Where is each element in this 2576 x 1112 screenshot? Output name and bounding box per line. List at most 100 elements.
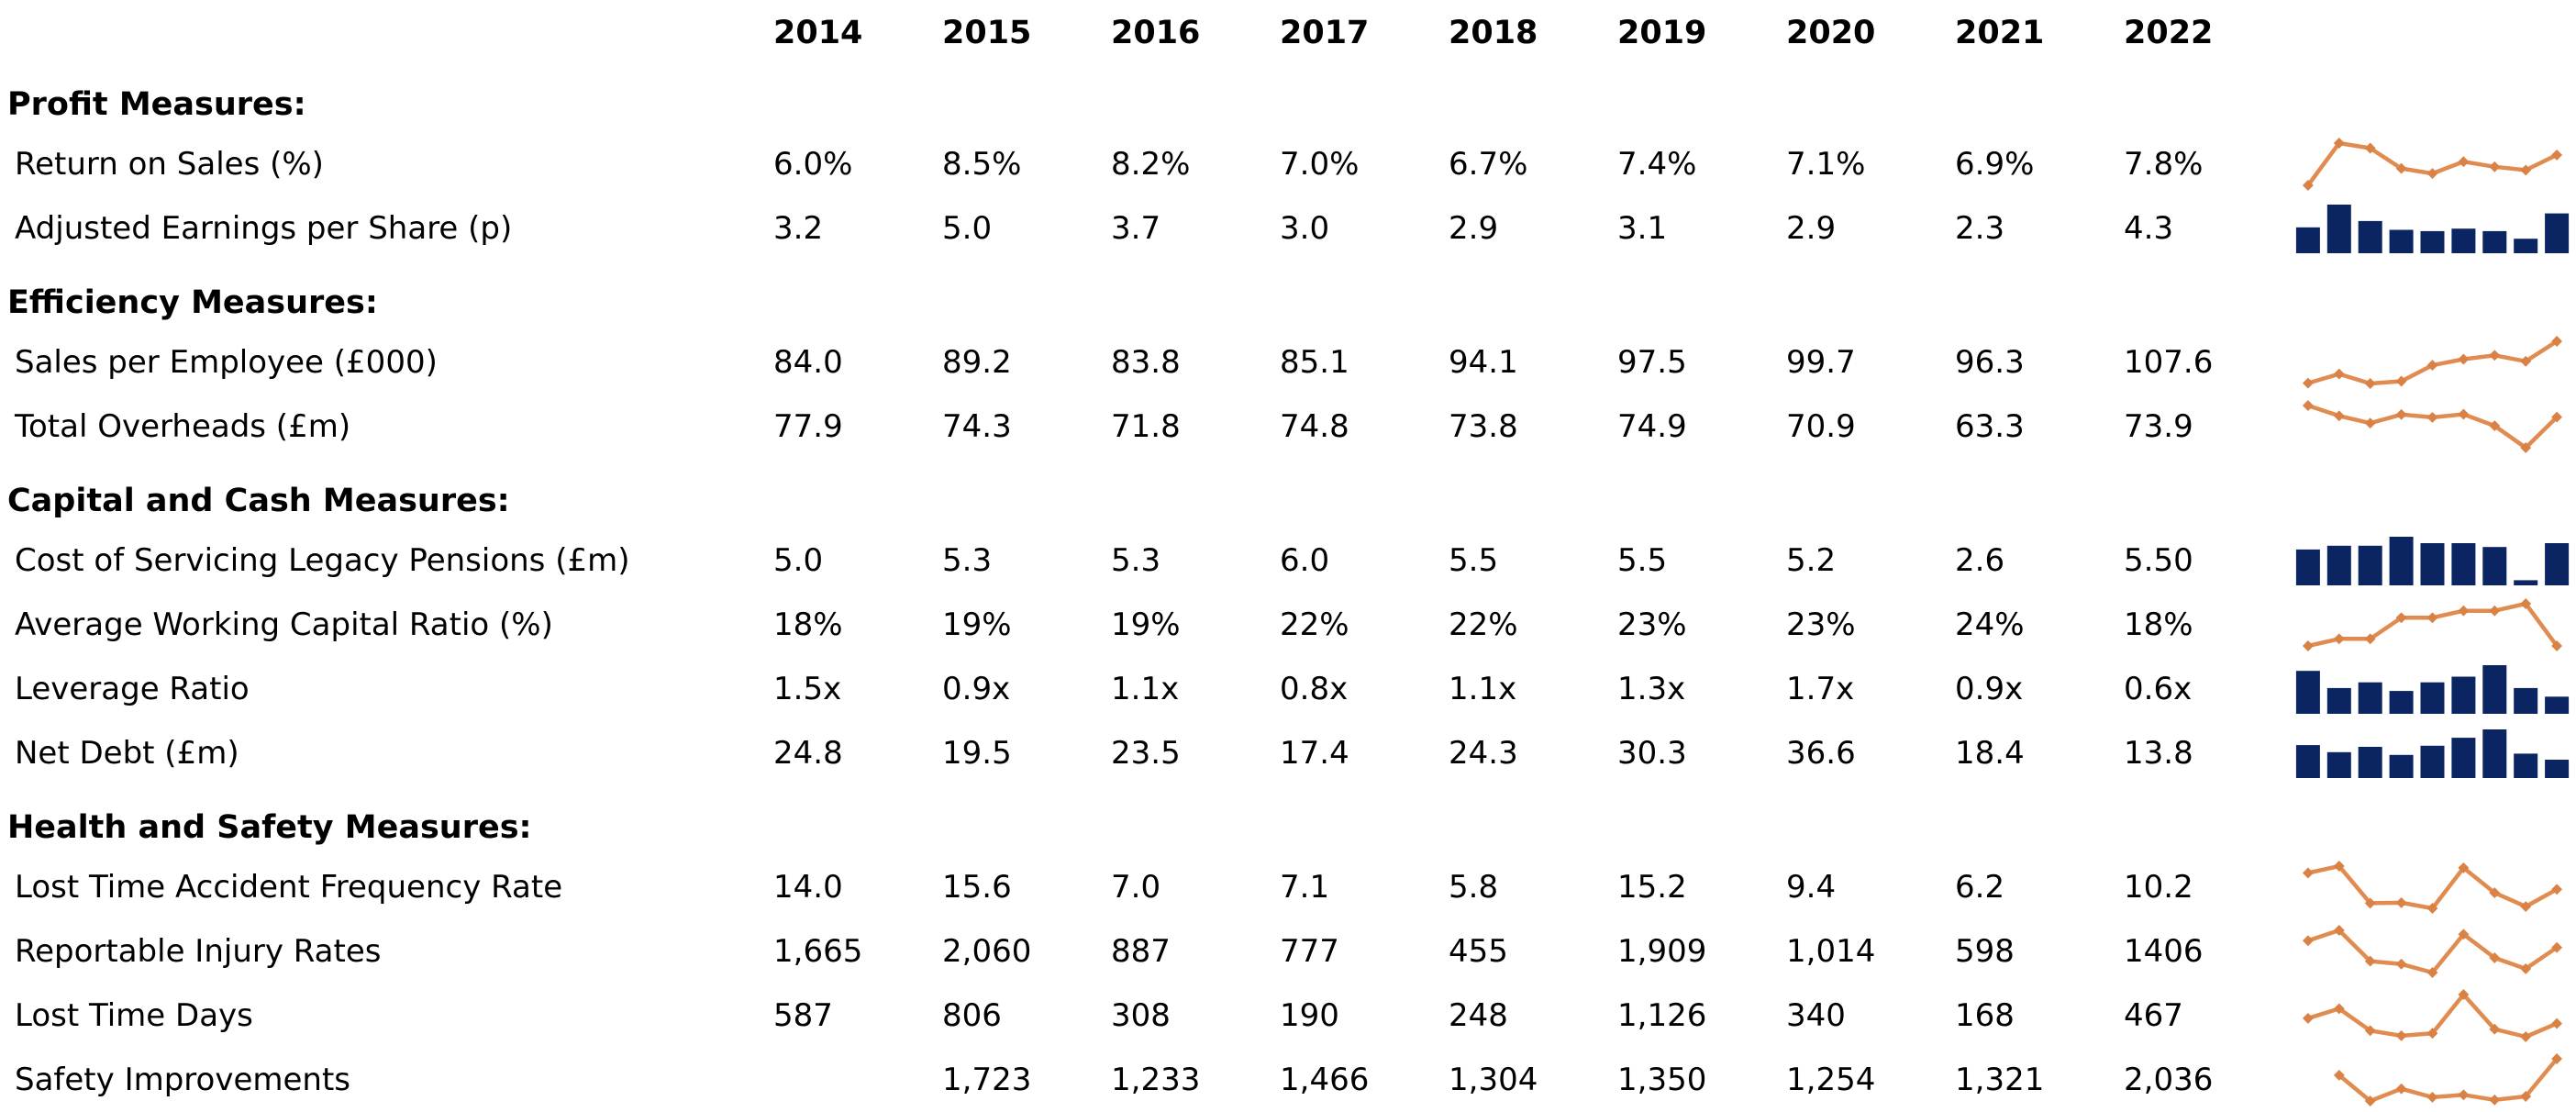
- metric-value: 18%: [2124, 606, 2193, 643]
- sparkline-bar-chart: [2295, 205, 2570, 253]
- sparkline-bar-segment: [2389, 691, 2414, 714]
- sparkline-bar-segment: [2295, 227, 2320, 253]
- sparkline-series: [2337, 1056, 2559, 1104]
- sparkline-bar-segment: [2326, 205, 2351, 253]
- sparkline-bar-segment: [2545, 213, 2570, 253]
- metric-value: 7.1: [1280, 869, 1330, 906]
- sparkline-point-marker: [2395, 1083, 2407, 1095]
- sparkline-bar-segment: [2389, 537, 2414, 585]
- metric-value: 7.0%: [1280, 146, 1360, 183]
- sparkline-bar-segment: [2514, 239, 2538, 253]
- sparkline-bar-segment: [2295, 745, 2320, 778]
- sparkline-series: [2305, 140, 2559, 188]
- sparkline-point-marker: [2302, 1012, 2314, 1024]
- section-header-row: Health and Safety Measures:: [0, 785, 2576, 855]
- metric-value: 777: [1280, 933, 1339, 970]
- metric-value: 6.2: [1955, 869, 2005, 906]
- metric-value: 455: [1449, 933, 1508, 970]
- metric-value: 99.7: [1786, 344, 1856, 381]
- metric-row: Net Debt (£m) 24.8 19.5 23.5 17.4 24.3 30.3 36.…: [0, 721, 2576, 785]
- metric-value: 2,060: [942, 933, 1032, 970]
- year-header: 2019: [1617, 15, 1707, 51]
- sparkline-bar-chart: [2295, 537, 2570, 585]
- sparkline-bar-segment: [2545, 760, 2570, 778]
- metric-value: 73.8: [1449, 408, 1518, 445]
- sparkline-point-marker: [2333, 368, 2345, 380]
- metric-value: 7.1%: [1786, 146, 1866, 183]
- metric-value: 17.4: [1280, 735, 1349, 772]
- sparkline-bar-segment: [2514, 687, 2538, 714]
- sparkline-cell: [2293, 397, 2576, 456]
- sparkline-bar-segment: [2420, 682, 2445, 714]
- year-header: 2022: [2124, 15, 2214, 51]
- metric-label: Sales per Employee (£000): [15, 344, 438, 381]
- metric-row: Lost Time Days 587 806 308 190 248 1,126 340 168…: [0, 984, 2576, 1048]
- sparkline-bar-segment: [2326, 687, 2351, 714]
- sparkline-point-marker: [2426, 411, 2438, 423]
- metric-value: 1.3x: [1617, 671, 1686, 707]
- sparkline-bar-segment: [2514, 580, 2538, 585]
- metric-value: 2,036: [2124, 1062, 2214, 1098]
- sparkline-point-marker: [2302, 867, 2314, 879]
- sparkline-cell: [2293, 333, 2576, 392]
- metric-value: 6.0: [1280, 542, 1330, 579]
- sparkline-series: [2305, 928, 2559, 975]
- sparkline-point-marker: [2395, 896, 2407, 908]
- sparkline-cell: [2293, 135, 2576, 194]
- metric-label: Cost of Servicing Legacy Pensions (£m): [15, 542, 630, 579]
- metric-value: 18.4: [1955, 735, 2025, 772]
- sparkline-bar-segment: [2482, 729, 2507, 778]
- metric-label: Average Working Capital Ratio (%): [15, 606, 553, 643]
- section-header-row: Profit Measures:: [0, 62, 2576, 132]
- sparkline-point-marker: [2395, 408, 2407, 420]
- sparkline-point-marker: [2426, 1091, 2438, 1103]
- metric-value: 5.3: [1111, 542, 1161, 579]
- metric-value: 1,233: [1111, 1062, 1201, 1098]
- sparkline-series: [2305, 863, 2559, 911]
- metric-value: 598: [1955, 933, 2015, 970]
- metric-value: 0.8x: [1280, 671, 1349, 707]
- sparkline-point-marker: [2302, 640, 2314, 651]
- metric-value: 5.0: [773, 542, 824, 579]
- sparkline-series: [2305, 403, 2559, 450]
- metric-label: Return on Sales (%): [15, 146, 324, 183]
- sparkline-bar-segment: [2514, 753, 2538, 778]
- metric-value: 1,321: [1955, 1062, 2045, 1098]
- metric-value: 5.50: [2124, 542, 2193, 579]
- metric-value: 24%: [1955, 606, 2025, 643]
- sparkline-line-chart: [2333, 1053, 2563, 1106]
- metric-value: 308: [1111, 997, 1171, 1034]
- sparkline-cell: [2293, 595, 2576, 654]
- section-title: Efficiency Measures:: [7, 284, 378, 321]
- metric-value: 19%: [1111, 606, 1181, 643]
- sparkline-bar-chart: [2295, 729, 2570, 778]
- metric-value: 63.3: [1955, 408, 2025, 445]
- sparkline-bar-segment: [2389, 754, 2414, 778]
- metric-row: Lost Time Accident Frequency Rate 14.0 15.…: [0, 855, 2576, 919]
- sparkline-bar-segment: [2451, 228, 2476, 253]
- metric-value: 71.8: [1111, 408, 1181, 445]
- metric-value: 2.6: [1955, 542, 2005, 579]
- sparkline-point-marker: [2458, 156, 2470, 168]
- metric-value: 5.0: [942, 210, 993, 247]
- sparkline-line-chart: [2302, 138, 2563, 191]
- year-header: 2020: [1786, 15, 1876, 51]
- sparkline-point-marker: [2489, 1094, 2501, 1106]
- metric-value: 3.0: [1280, 210, 1330, 247]
- metric-value: 97.5: [1617, 344, 1687, 381]
- sparkline-line-chart: [2302, 400, 2563, 453]
- metric-value: 1,909: [1617, 933, 1707, 970]
- metric-value: 0.9x: [1955, 671, 2024, 707]
- metric-value: 1.1x: [1111, 671, 1180, 707]
- sparkline-bar-segment: [2451, 543, 2476, 585]
- metric-row: Leverage Ratio 1.5x 0.9x 1.1x 0.8x 1.1x 1.3x 1.…: [0, 657, 2576, 721]
- sparkline-cell: [2293, 858, 2576, 917]
- metric-value: 24.3: [1449, 735, 1518, 772]
- sparkline-cell: [2293, 727, 2576, 780]
- metric-value: 6.0%: [773, 146, 853, 183]
- metric-value: 467: [2124, 997, 2183, 1034]
- sparkline-bar-segment: [2482, 547, 2507, 585]
- sparkline-point-marker: [2458, 605, 2470, 617]
- sparkline-series: [2305, 601, 2559, 649]
- metric-value: 7.0: [1111, 869, 1161, 906]
